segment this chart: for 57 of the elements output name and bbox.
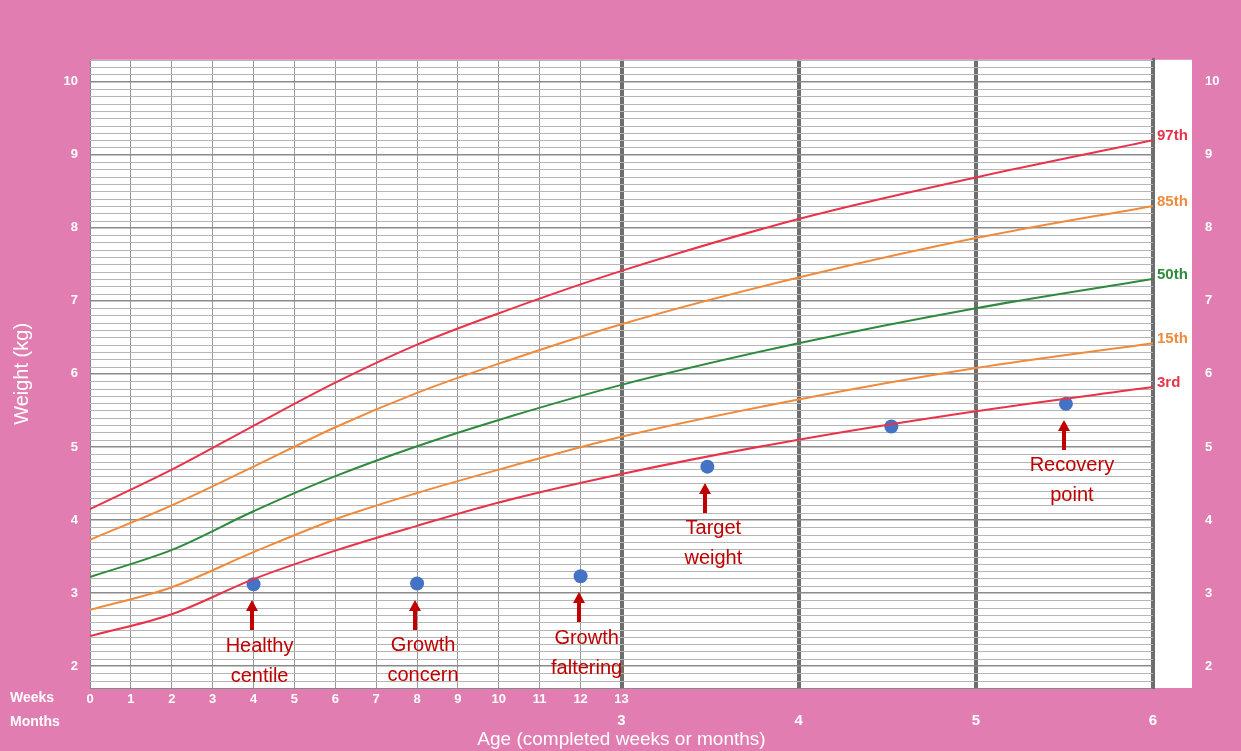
y-tick-label: 8 — [70, 219, 78, 235]
x-tick-label: 9 — [454, 691, 462, 707]
y-axis-title: Weight (kg) — [9, 322, 32, 425]
annotation: Healthy centile — [225, 633, 294, 686]
line-series — [90, 277, 1153, 578]
x2-tick-label: 4 — [794, 711, 804, 729]
line-series — [90, 204, 1153, 541]
x-tick-label: 4 — [249, 691, 258, 707]
text: Months — [10, 712, 60, 729]
x2-tick-label: 3 — [617, 711, 626, 729]
line-series — [90, 139, 1153, 511]
y2-tick-label: 2 — [1205, 657, 1213, 673]
y2-tick-label: 8 — [1205, 219, 1213, 235]
y-tick-label: 6 — [70, 365, 78, 381]
point — [410, 576, 425, 591]
x-axis-title: Age (completed weeks or months) — [477, 727, 766, 749]
y2-tick-label: 6 — [1205, 365, 1213, 381]
y-tick-label: 5 — [70, 438, 78, 454]
x-tick-label: 1 — [127, 691, 135, 707]
series-label: 15th — [1157, 329, 1188, 347]
y2-tick-label: 9 — [1205, 146, 1213, 162]
y-tick-label: 7 — [70, 292, 78, 308]
x-tick-label: 2 — [168, 691, 176, 707]
y2-tick-label: 4 — [1205, 511, 1213, 527]
series-label: 85th — [1157, 192, 1188, 210]
x-tick-label: 5 — [290, 691, 299, 707]
y-tick-label: 10 — [63, 73, 78, 89]
x-tick-label: 13 — [614, 691, 629, 707]
x-tick-label: 11 — [532, 691, 547, 707]
line-series — [90, 342, 1153, 611]
series-label: 97th — [1157, 126, 1188, 144]
annotation: Growth faltering — [551, 625, 623, 678]
y2-tick-label: 3 — [1205, 584, 1213, 600]
text: Weeks — [10, 688, 55, 705]
y2-tick-label: 10 — [1205, 73, 1220, 89]
x2-tick-label: 6 — [1148, 711, 1158, 729]
annotation: Growth concern — [387, 633, 459, 686]
y-tick-label: 3 — [70, 584, 78, 600]
y-tick-label: 9 — [70, 146, 78, 162]
series-label: 50th — [1157, 265, 1188, 283]
x-tick-label: 12 — [573, 691, 588, 707]
x-tick-label: 10 — [491, 691, 507, 707]
point — [700, 459, 715, 474]
y2-tick-label: 7 — [1205, 292, 1213, 308]
x-tick-label: 8 — [413, 691, 421, 707]
point — [573, 569, 588, 584]
x-tick-label: 0 — [86, 691, 94, 707]
x-tick-label: 3 — [209, 691, 217, 707]
series-label: 3rd — [1157, 373, 1181, 391]
annotation: Target weight — [683, 516, 743, 569]
x-tick-label: 6 — [331, 691, 339, 707]
y-tick-label: 2 — [70, 657, 78, 673]
x2-tick-label: 5 — [971, 711, 981, 729]
y2-tick-label: 5 — [1205, 438, 1213, 454]
x-tick-label: 7 — [372, 691, 380, 707]
annotation: Recovery point — [1029, 453, 1115, 506]
y-tick-label: 4 — [70, 511, 79, 527]
